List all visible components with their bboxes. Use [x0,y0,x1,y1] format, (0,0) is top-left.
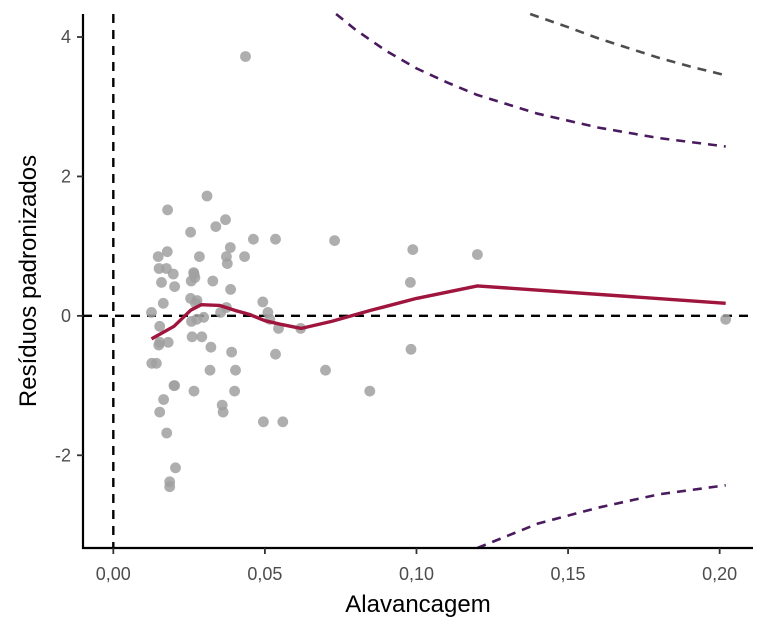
y-tick-label: 4 [61,27,71,47]
data-point [320,364,331,376]
data-point [239,251,251,262]
data-point [201,190,213,202]
data-point [230,364,241,376]
data-point [220,214,231,226]
data-point [240,51,251,62]
y-axis-title: Resíduos padronizados [15,155,42,407]
data-point [720,313,732,325]
data-point [248,233,259,245]
y-tick-label: -2 [55,445,71,465]
data-point [215,307,227,318]
x-tick-label: 0,20 [702,564,737,584]
data-point [226,346,238,358]
data-point [196,331,208,343]
data-point [225,284,237,295]
data-point [158,394,170,405]
data-point [224,242,236,253]
data-point [169,380,181,391]
data-point [164,481,176,493]
x-tick-label: 0,15 [551,564,586,584]
data-point [170,462,181,474]
data-point [207,275,219,287]
data-point [154,336,166,348]
cooks-distance-outer-upper [529,12,727,77]
y-tick-label: 0 [61,306,71,326]
data-point [198,311,210,323]
data-point [162,204,174,216]
data-point [154,320,166,332]
data-point [186,331,198,343]
data-point [151,357,162,369]
data-point [156,277,167,288]
data-point [407,244,419,256]
data-point [472,249,483,260]
data-point [161,427,173,439]
data-point [229,385,241,397]
data-point [277,416,289,428]
data-points [146,51,732,493]
x-tick-label: 0,10 [399,564,434,584]
cooks-distance-lines [335,12,727,550]
data-point [405,277,416,288]
data-point [364,385,376,397]
smooth-line-group [150,284,726,341]
x-tick-label: 0,05 [247,564,282,584]
cooks-distance-inner-lower [476,484,726,550]
smooth-line [150,284,726,341]
data-point [154,406,166,418]
data-point [204,364,216,376]
data-point [161,246,173,258]
axes [77,14,753,554]
data-point [146,307,157,318]
data-point [217,406,229,418]
data-point [270,233,281,245]
data-point [162,336,174,348]
x-tick-label: 0,00 [96,564,131,584]
reference-lines [83,14,753,548]
data-point [205,341,217,353]
data-point [152,251,164,262]
data-point [157,297,169,309]
data-point [258,416,269,428]
y-tick-label: 2 [61,166,71,186]
data-point [210,221,222,233]
data-point [329,235,340,247]
x-axis-title: Alavancagem [345,591,490,618]
data-point [221,258,233,269]
data-point [270,348,281,360]
data-point [167,268,179,280]
data-point [185,226,197,238]
data-point [169,281,181,292]
data-point [194,251,205,262]
data-point [257,296,269,308]
data-point [188,385,200,397]
data-point [405,343,417,355]
cooks-distance-inner-upper [335,12,726,148]
data-point [189,272,201,283]
tick-labels: 0,00 0,05 0,10 0,15 0,20 -2 0 2 4 [55,27,737,584]
